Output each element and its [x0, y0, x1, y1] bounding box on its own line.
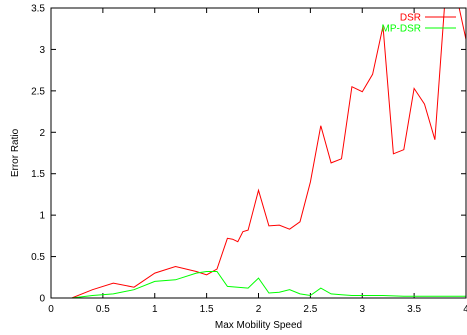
series-line-mp-dsr: [71, 271, 466, 298]
y-tick-label: 1: [39, 211, 45, 222]
axis-ticks: 0 0.5 1 1.5 2 2.5 3 3.5 4 0 0.5 1 1.5 2 2.5 3 3.5: [31, 4, 467, 316]
x-tick-label: 2.5: [303, 304, 317, 315]
legend-label-dsr: DSR: [400, 13, 421, 24]
x-tick-label: 2: [256, 304, 262, 315]
y-tick-label: 0.5: [31, 252, 45, 263]
y-tick-label: 2.5: [31, 86, 45, 97]
y-tick-label: 3: [39, 45, 45, 56]
y-tick-label: 1.5: [31, 169, 45, 180]
x-tick-label: 3.5: [407, 304, 421, 315]
y-axis-label: Error Ratio: [10, 128, 21, 177]
x-tick-label: 0: [48, 304, 54, 315]
y-tick-label: 0: [39, 294, 45, 305]
x-tick-label: 1.5: [200, 304, 214, 315]
legend-label-mp-dsr: MP-DSR: [382, 24, 421, 35]
plot-frame: [50, 7, 467, 299]
y-tick-label: 3.5: [31, 4, 45, 15]
x-tick-label: 4: [463, 304, 467, 315]
x-tick-label: 3: [359, 304, 365, 315]
x-tick-label: 0.5: [96, 304, 110, 315]
series-layer: [71, 8, 466, 298]
y-tick-label: 2: [39, 128, 45, 139]
series-line-dsr: [71, 8, 466, 298]
x-axis-label: Max Mobility Speed: [215, 320, 302, 331]
x-tick-label: 1: [152, 304, 158, 315]
